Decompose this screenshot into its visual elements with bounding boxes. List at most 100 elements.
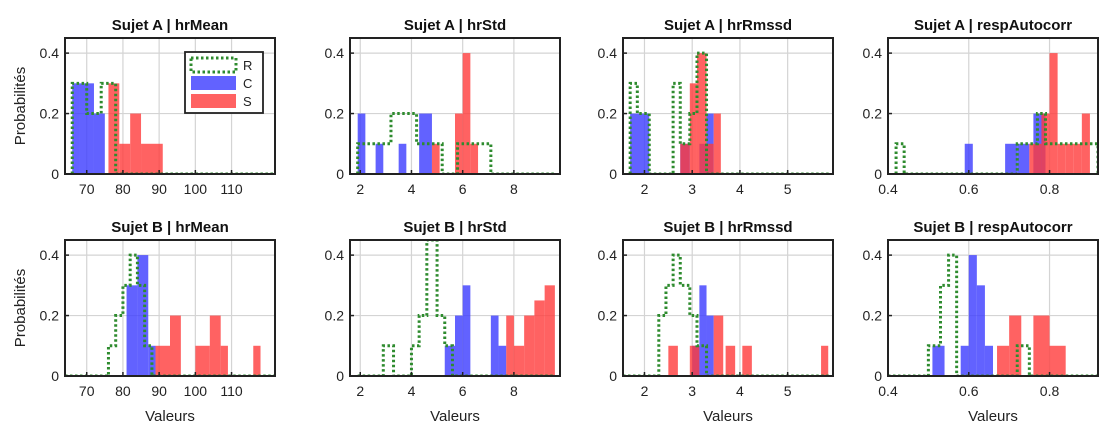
y-tick-label: 0.4 bbox=[325, 45, 345, 61]
subplot-8: 0.4 0.6 0.8 0 0.2 0.4 Sujet B | respAutocorr Va… bbox=[863, 219, 1099, 425]
bar-c bbox=[462, 285, 471, 376]
legend-swatch-c bbox=[191, 76, 236, 90]
bar-s bbox=[821, 345, 829, 376]
series-r-outline bbox=[65, 253, 275, 376]
bar-s bbox=[195, 345, 210, 376]
bar-s bbox=[1049, 53, 1058, 174]
series-r-outline bbox=[894, 112, 1098, 174]
bar-s bbox=[742, 345, 752, 376]
x-tick-label: 4 bbox=[736, 181, 744, 197]
x-tick-label: 4 bbox=[736, 383, 744, 399]
bar-s bbox=[713, 315, 724, 376]
axes-box bbox=[349, 37, 561, 175]
bar-s bbox=[713, 113, 721, 174]
series-r-outline bbox=[623, 253, 831, 376]
x-tick-label: 2 bbox=[641, 383, 649, 399]
y-tick-label: 0.4 bbox=[598, 45, 618, 61]
x-tick-label: 2 bbox=[356, 181, 364, 197]
bar-s bbox=[689, 345, 700, 376]
subplot-title: Sujet B | respAutocorr bbox=[913, 219, 1072, 236]
bar-s bbox=[141, 143, 163, 174]
axes-box bbox=[622, 37, 834, 175]
axes-box bbox=[887, 37, 1099, 175]
y-tick-label: 0.4 bbox=[863, 247, 883, 263]
bar-s bbox=[1033, 315, 1050, 376]
legend: RCS bbox=[184, 51, 264, 114]
x-tick-label: 70 bbox=[79, 383, 95, 399]
legend-swatch-r bbox=[189, 56, 238, 74]
x-axis-label: Valeurs bbox=[145, 408, 195, 425]
bar-s bbox=[1065, 143, 1074, 174]
y-tick-label: 0.2 bbox=[863, 308, 883, 324]
bar-s bbox=[130, 113, 142, 174]
plot-area bbox=[894, 53, 1098, 174]
x-tick-label: 5 bbox=[784, 181, 792, 197]
x-tick-label: 0.4 bbox=[878, 181, 898, 197]
axes-box bbox=[622, 239, 834, 377]
bar-c bbox=[72, 83, 80, 174]
bar-s bbox=[253, 345, 261, 376]
subplot-title: Sujet A | hrMean bbox=[112, 17, 228, 34]
x-tick-label: 100 bbox=[184, 383, 208, 399]
subplot-3: 2 3 4 5 0 0.2 0.4 Sujet A | hrRmssd bbox=[598, 17, 834, 197]
bar-s bbox=[513, 345, 525, 376]
axes-box bbox=[64, 239, 276, 377]
y-tick-label: 0.4 bbox=[40, 45, 60, 61]
series-r-outline bbox=[628, 51, 831, 174]
x-tick-label: 0.4 bbox=[878, 383, 898, 399]
series-r-outline bbox=[888, 253, 1098, 376]
subplot-6: 2 4 6 8 0 0.2 0.4 Sujet B | hrStd Valeurs bbox=[325, 219, 561, 425]
plot-area bbox=[623, 253, 831, 376]
bar-c bbox=[126, 285, 138, 376]
bar-c bbox=[984, 345, 993, 376]
bar-c bbox=[137, 255, 149, 376]
subplot-2: 2 4 6 8 0 0.2 0.4 Sujet A | hrStd bbox=[325, 17, 561, 197]
bar-c bbox=[706, 315, 714, 376]
x-tick-label: 110 bbox=[220, 181, 243, 197]
bar-c bbox=[444, 345, 455, 376]
bar-c bbox=[630, 113, 650, 174]
x-tick-label: 4 bbox=[408, 181, 416, 197]
x-tick-label: 8 bbox=[510, 383, 518, 399]
series-r-outline bbox=[357, 240, 555, 376]
x-tick-label: 80 bbox=[115, 383, 131, 399]
bar-s bbox=[668, 345, 678, 376]
x-tick-label: 8 bbox=[510, 181, 518, 197]
x-tick-label: 100 bbox=[184, 181, 208, 197]
x-tick-label: 80 bbox=[115, 181, 131, 197]
x-tick-label: 110 bbox=[220, 383, 243, 399]
y-tick-label: 0 bbox=[874, 368, 882, 384]
plot-area bbox=[65, 253, 275, 376]
bar-c bbox=[93, 113, 105, 174]
y-tick-label: 0.4 bbox=[863, 45, 883, 61]
bar-c bbox=[932, 345, 945, 376]
y-tick-label: 0.2 bbox=[40, 106, 60, 122]
bar-s bbox=[1073, 143, 1082, 174]
x-tick-label: 5 bbox=[784, 383, 792, 399]
y-tick-label: 0 bbox=[336, 368, 344, 384]
subplot-title: Sujet B | hrStd bbox=[403, 219, 506, 236]
subplot-title: Sujet B | hrMean bbox=[111, 219, 229, 236]
x-axis-label: Valeurs bbox=[968, 408, 1018, 425]
bar-c bbox=[490, 315, 499, 376]
y-tick-label: 0.2 bbox=[40, 308, 60, 324]
plot-area bbox=[70, 81, 275, 174]
bar-s bbox=[220, 345, 228, 376]
legend-label-c: C bbox=[243, 76, 252, 91]
y-tick-label: 0.4 bbox=[598, 247, 618, 263]
bar-s bbox=[534, 300, 545, 376]
x-tick-label: 4 bbox=[408, 383, 416, 399]
plot-area bbox=[888, 253, 1098, 376]
x-tick-label: 90 bbox=[151, 383, 167, 399]
axes-box bbox=[64, 37, 276, 175]
x-tick-label: 2 bbox=[641, 181, 649, 197]
bar-c bbox=[964, 143, 973, 174]
bar-s bbox=[1009, 315, 1022, 376]
y-tick-label: 0.2 bbox=[863, 106, 883, 122]
y-tick-label: 0 bbox=[609, 166, 617, 182]
bar-c bbox=[455, 315, 463, 376]
bar-c bbox=[79, 83, 94, 174]
y-tick-label: 0.4 bbox=[40, 247, 60, 263]
bar-c bbox=[1017, 143, 1030, 174]
